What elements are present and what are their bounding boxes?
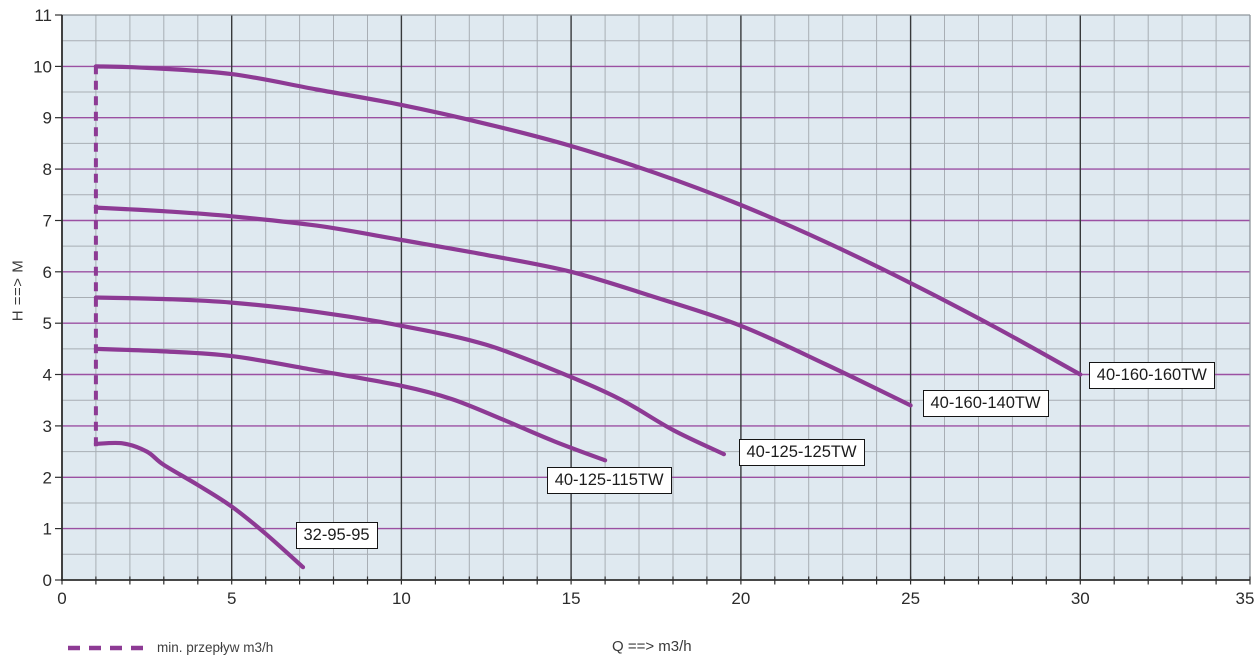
x-axis-title: Q ==> m3/h [612, 638, 692, 655]
y-tick-label: 5 [43, 314, 52, 333]
x-tick-label: 5 [227, 589, 236, 608]
y-tick-label: 3 [43, 417, 52, 436]
x-tick-label: 35 [1236, 589, 1255, 608]
pump-curve-40-160-160TW [93, 64, 1083, 377]
y-tick-label: 7 [43, 212, 52, 231]
curve-label-40-160-140TW: 40-160-140TW [922, 390, 1049, 418]
pump-curve-40-160-140TW [93, 205, 913, 408]
y-tick-label: 9 [43, 109, 52, 128]
curve-label-32-95-95: 32-95-95 [295, 522, 378, 550]
x-tick-label: 25 [901, 589, 920, 608]
dashed-line-swatch [68, 645, 144, 650]
legend: min. przepływ m3/h [66, 640, 273, 655]
y-tick-label: 0 [43, 571, 52, 590]
y-tick-label: 10 [33, 57, 52, 76]
x-tick-label: 30 [1071, 589, 1090, 608]
y-tick-label: 1 [43, 520, 52, 539]
pump-curve-32-95-95 [93, 440, 306, 570]
x-tick-label: 0 [57, 589, 66, 608]
curve-label-40-125-125TW: 40-125-125TW [738, 439, 865, 467]
pump-curve-40-125-115TW [93, 346, 608, 463]
x-tick-label: 15 [562, 589, 581, 608]
curve-label-40-160-160TW: 40-160-160TW [1088, 362, 1215, 390]
x-tick-label: 20 [731, 589, 750, 608]
x-tick-label: 10 [392, 589, 411, 608]
pump-curve-40-125-125TW [93, 295, 726, 457]
legend-label: min. przepływ m3/h [157, 640, 274, 655]
y-tick-label: 4 [43, 366, 52, 385]
y-tick-label: 6 [43, 263, 52, 282]
curve-label-40-125-115TW: 40-125-115TW [546, 466, 672, 494]
y-axis-title: H ==> M [9, 259, 27, 322]
y-tick-label: 8 [43, 160, 52, 179]
y-tick-label: 11 [34, 6, 52, 25]
y-tick-label: 2 [43, 468, 52, 487]
